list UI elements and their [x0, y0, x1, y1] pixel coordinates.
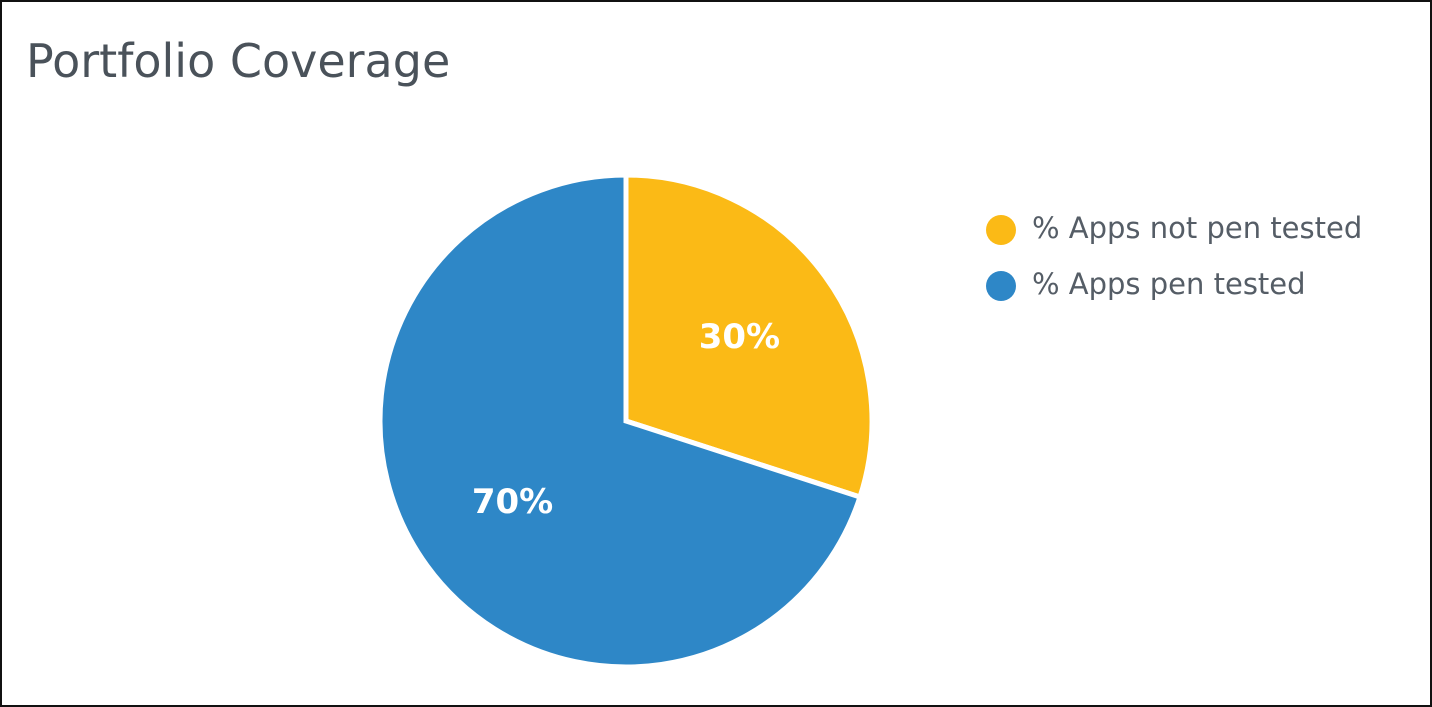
slice-label: 30%	[699, 317, 780, 357]
pie-slice	[377, 172, 864, 670]
pie-slice	[623, 172, 875, 501]
legend: % Apps not pen tested % Apps pen tested	[986, 211, 1362, 301]
chart-title: Portfolio Coverage	[26, 34, 450, 88]
legend-label: % Apps not pen tested	[1032, 211, 1362, 245]
legend-label: % Apps pen tested	[1032, 267, 1306, 301]
pie: 30% 70%	[377, 172, 875, 670]
legend-swatch	[986, 215, 1016, 245]
slice-label: 70%	[472, 482, 553, 522]
legend-swatch	[986, 271, 1016, 301]
